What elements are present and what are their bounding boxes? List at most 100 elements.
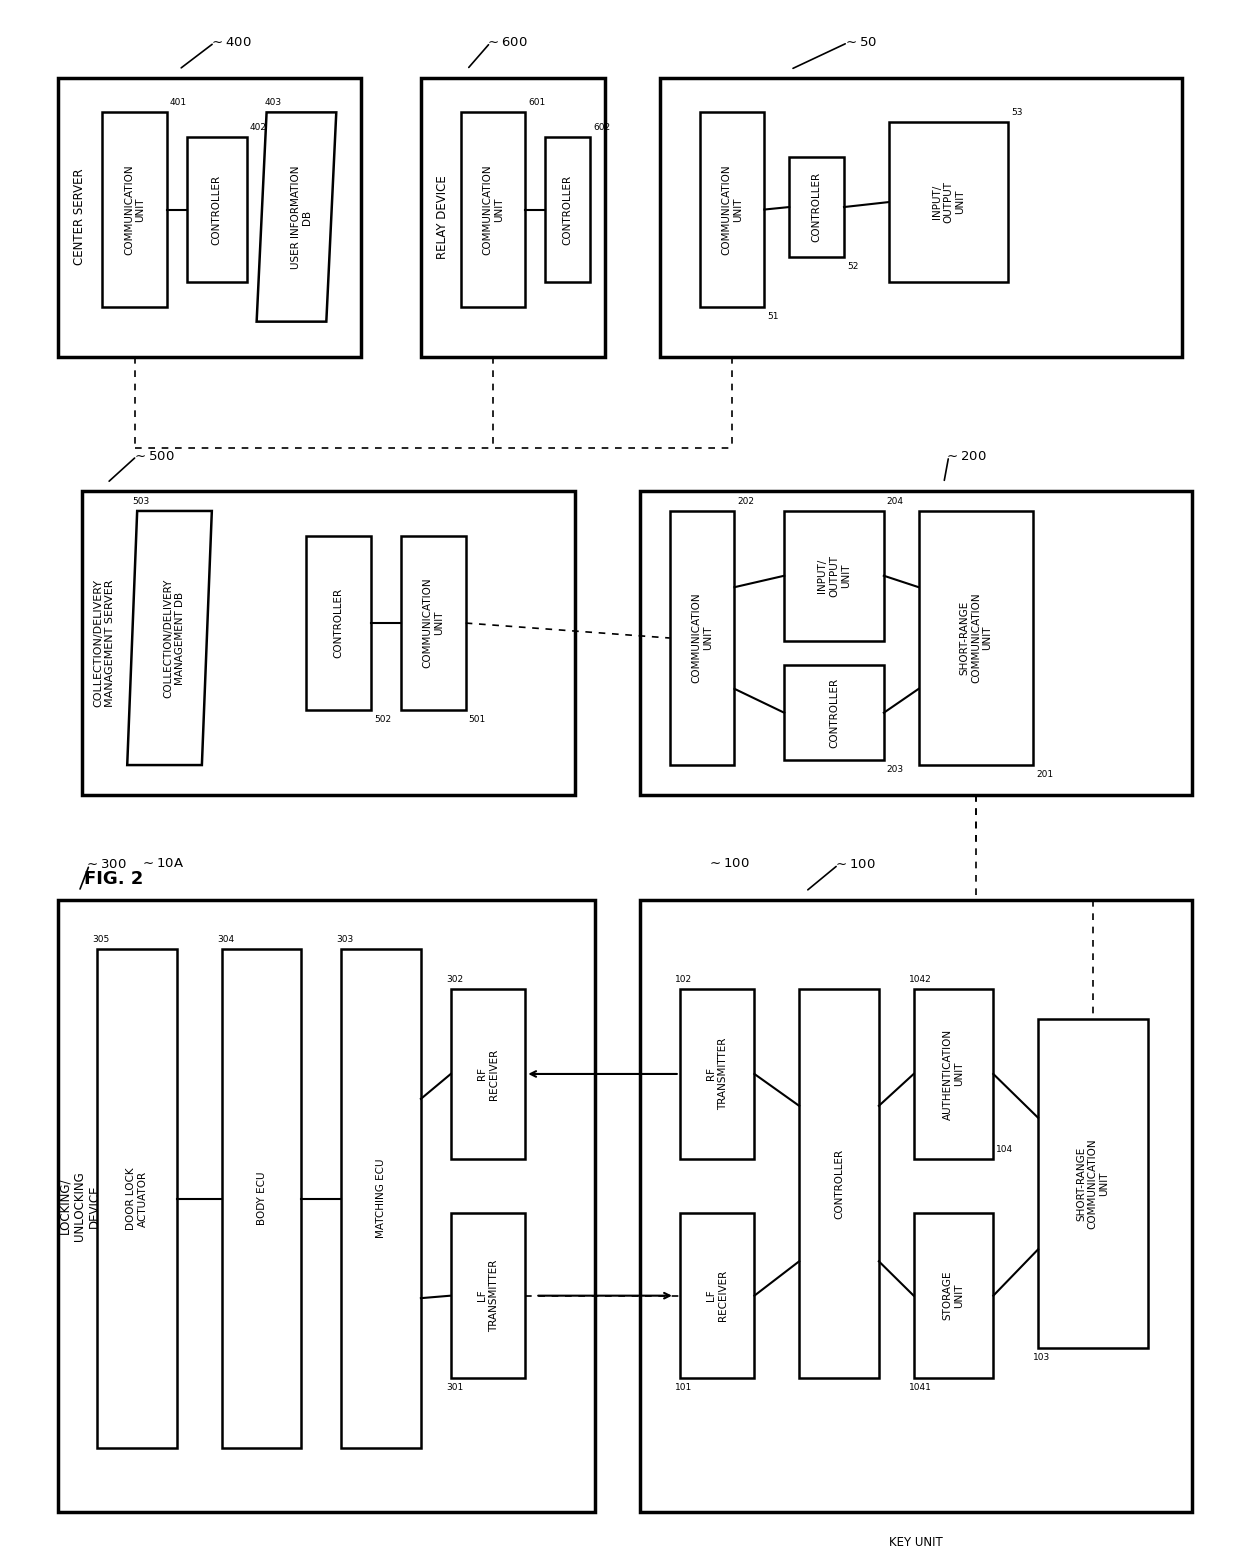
Text: MATCHING ECU: MATCHING ECU: [376, 1158, 386, 1238]
Text: RF
TRANSMITTER: RF TRANSMITTER: [707, 1038, 728, 1110]
Bar: [784, 666, 884, 760]
Text: 201: 201: [1037, 771, 1053, 778]
Bar: [451, 1213, 526, 1379]
Text: CONTROLLER: CONTROLLER: [835, 1149, 844, 1219]
Bar: [57, 78, 361, 356]
Text: CONTROLLER: CONTROLLER: [563, 175, 573, 244]
Bar: [187, 138, 247, 281]
Bar: [306, 536, 371, 710]
Text: $\sim$10A: $\sim$10A: [140, 857, 184, 869]
Text: 602: 602: [593, 123, 610, 133]
Text: 305: 305: [92, 935, 109, 944]
Text: 103: 103: [1033, 1354, 1050, 1361]
Bar: [784, 511, 884, 641]
Bar: [914, 1213, 993, 1379]
Text: 101: 101: [675, 1383, 692, 1393]
Text: 1042: 1042: [909, 975, 931, 985]
Bar: [461, 113, 526, 306]
Text: USER INFORMATION
DB: USER INFORMATION DB: [290, 166, 312, 269]
Bar: [82, 491, 575, 796]
Text: 1041: 1041: [909, 1383, 931, 1393]
Text: $\sim$400: $\sim$400: [210, 36, 252, 48]
Text: 503: 503: [133, 497, 150, 506]
Text: LOCKING/
UNLOCKING
DEVICE: LOCKING/ UNLOCKING DEVICE: [58, 1171, 100, 1241]
Bar: [222, 949, 301, 1447]
Text: $\sim$50: $\sim$50: [843, 36, 877, 48]
Text: $\sim$600: $\sim$600: [485, 36, 528, 48]
Bar: [451, 989, 526, 1158]
Text: 501: 501: [469, 716, 486, 724]
Bar: [420, 78, 605, 356]
Text: BODY ECU: BODY ECU: [257, 1172, 267, 1225]
Text: 402: 402: [249, 123, 267, 133]
Text: DOOR LOCK
ACTUATOR: DOOR LOCK ACTUATOR: [126, 1168, 148, 1230]
Text: KEY UNIT: KEY UNIT: [889, 1536, 944, 1549]
Bar: [341, 949, 420, 1447]
Text: COLLECTION/DELIVERY
MANAGEMENT DB: COLLECTION/DELIVERY MANAGEMENT DB: [164, 578, 185, 697]
Text: CONTROLLER: CONTROLLER: [830, 678, 839, 747]
Text: COMMUNICATION
UNIT: COMMUNICATION UNIT: [124, 164, 145, 255]
Text: 52: 52: [847, 263, 858, 270]
Text: 51: 51: [768, 311, 779, 320]
Text: AUTHENTICATION
UNIT: AUTHENTICATION UNIT: [942, 1028, 965, 1119]
Text: 403: 403: [264, 98, 281, 108]
Bar: [789, 158, 844, 256]
Text: 104: 104: [996, 1144, 1013, 1153]
Bar: [57, 900, 595, 1513]
Text: $\sim$100: $\sim$100: [707, 857, 750, 869]
Text: 102: 102: [675, 975, 692, 985]
Text: 302: 302: [446, 975, 463, 985]
Bar: [546, 138, 590, 281]
Text: COMMUNICATION
UNIT: COMMUNICATION UNIT: [482, 164, 503, 255]
Text: 303: 303: [336, 935, 353, 944]
Bar: [660, 78, 1183, 356]
Bar: [800, 989, 879, 1379]
Text: INPUT/
OUTPUT
UNIT: INPUT/ OUTPUT UNIT: [932, 181, 965, 224]
Text: $\sim$500: $\sim$500: [131, 450, 175, 463]
Text: LF
TRANSMITTER: LF TRANSMITTER: [477, 1260, 498, 1332]
Text: 53: 53: [1012, 108, 1023, 117]
Bar: [680, 989, 754, 1158]
Text: 304: 304: [217, 935, 234, 944]
Text: 502: 502: [374, 716, 392, 724]
Text: FIG. 2: FIG. 2: [84, 869, 144, 888]
Text: INPUT/
OUTPUT
UNIT: INPUT/ OUTPUT UNIT: [817, 555, 851, 597]
Text: CONTROLLER: CONTROLLER: [212, 175, 222, 244]
Text: $\sim$100: $\sim$100: [833, 858, 875, 871]
Text: RF
RECEIVER: RF RECEIVER: [477, 1049, 498, 1100]
Bar: [680, 1213, 754, 1379]
Bar: [1038, 1019, 1148, 1347]
Text: 401: 401: [170, 98, 187, 108]
Text: $\sim$300: $\sim$300: [84, 858, 126, 871]
Bar: [919, 511, 1033, 764]
Text: STORAGE
UNIT: STORAGE UNIT: [942, 1271, 965, 1321]
Bar: [889, 122, 1008, 281]
Text: SHORT-RANGE
COMMUNICATION
UNIT: SHORT-RANGE COMMUNICATION UNIT: [960, 592, 992, 683]
Text: COMMUNICATION
UNIT: COMMUNICATION UNIT: [722, 164, 743, 255]
Text: 601: 601: [528, 98, 546, 108]
Text: $\sim$200: $\sim$200: [944, 450, 986, 463]
Text: SHORT-RANGE
COMMUNICATION
UNIT: SHORT-RANGE COMMUNICATION UNIT: [1076, 1138, 1110, 1229]
Bar: [401, 536, 466, 710]
Text: CENTER SERVER: CENTER SERVER: [73, 169, 86, 266]
Text: 301: 301: [446, 1383, 463, 1393]
Bar: [640, 900, 1193, 1513]
Bar: [670, 511, 734, 764]
Text: LF
RECEIVER: LF RECEIVER: [707, 1271, 728, 1321]
Bar: [103, 113, 167, 306]
Text: COLLECTION/DELIVERY
MANAGEMENT SERVER: COLLECTION/DELIVERY MANAGEMENT SERVER: [93, 578, 115, 706]
Text: 202: 202: [738, 497, 754, 506]
Text: 204: 204: [887, 497, 904, 506]
Polygon shape: [128, 511, 212, 764]
Polygon shape: [257, 113, 336, 322]
Bar: [640, 491, 1193, 796]
Bar: [98, 949, 177, 1447]
Text: CONTROLLER: CONTROLLER: [812, 172, 822, 242]
Bar: [914, 989, 993, 1158]
Text: RELAY DEVICE: RELAY DEVICE: [436, 175, 449, 259]
Text: 203: 203: [887, 764, 904, 774]
Text: CONTROLLER: CONTROLLER: [334, 588, 343, 658]
Text: COMMUNICATION
UNIT: COMMUNICATION UNIT: [692, 592, 713, 683]
Text: COMMUNICATION
UNIT: COMMUNICATION UNIT: [423, 578, 444, 669]
Bar: [699, 113, 764, 306]
